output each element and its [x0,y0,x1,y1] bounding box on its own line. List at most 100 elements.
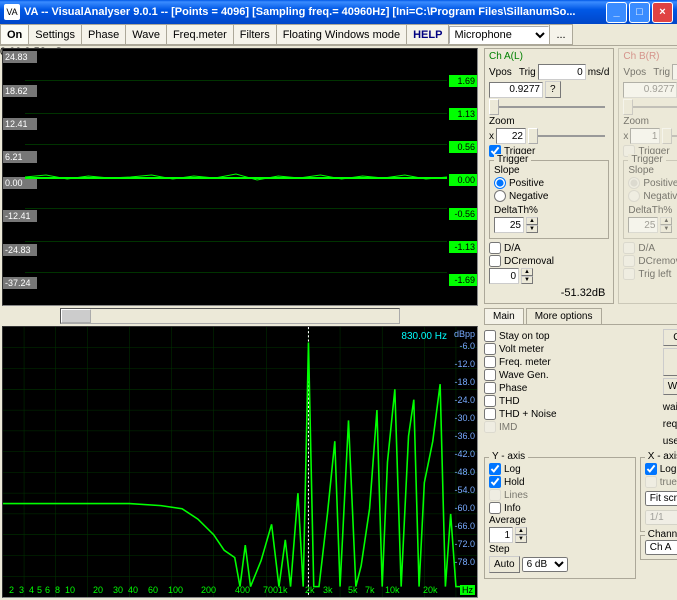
source-wrap: Microphone [448,24,550,45]
tabs: Main More options [484,308,677,325]
chb-msd [672,64,677,80]
spectrum-xlabel: 4 [29,585,34,595]
capture-spectrum-btn[interactable]: Capture spectrum [663,348,677,376]
close-button[interactable]: × [652,2,673,23]
cha-deltath-stepper[interactable]: ▲▼ [526,217,538,233]
cha-title: Ch A(L) [489,51,609,62]
titlebar: VA VA -- VisualAnalyser 9.0.1 -- [Points… [0,0,677,24]
filters-button[interactable]: Filters [233,24,277,45]
chb-db-readout: -inf dB [623,281,677,297]
spectrum-xlabel: 20 [93,585,103,595]
cha-msd[interactable] [538,64,586,80]
tab-more[interactable]: More options [526,308,602,324]
window-title: VA -- VisualAnalyser 9.0.1 -- [Points = … [24,6,604,18]
fitscreen-select[interactable]: Fit screen [645,491,677,506]
scope-ylabel-r: -0.56 [449,208,477,220]
scope-hscroll[interactable] [60,308,400,324]
oscilloscope: 24.83 18.62 12.41 6.21 0.00 -12.41 -24.8… [0,46,480,324]
on-button[interactable]: On [0,24,29,45]
cha-y-btn[interactable]: ? [545,81,561,98]
source-more-button[interactable]: ... [549,24,572,45]
floating-button[interactable]: Floating Windows mode [276,24,407,45]
spectrum-ylabel: -54.0 [451,485,475,495]
cha-negative[interactable] [494,190,506,202]
logx-chk[interactable] [645,463,657,475]
auto-btn[interactable]: Auto [489,556,520,573]
toolbar: On Settings Phase Wave Freq.meter Filter… [0,24,677,46]
stayontop-chk[interactable] [484,330,496,342]
scope-ylabel-r: 1.69 [449,75,477,87]
minimize-button[interactable]: _ [606,2,627,23]
cha-y[interactable] [489,82,543,98]
wave-button[interactable]: Wave [125,24,167,45]
cha-da[interactable] [489,242,501,254]
cha-trigger-group: Trigger Slope Positive Negative DeltaTh%… [489,160,609,239]
spectrum-ylabel: -48.0 [451,467,475,477]
cha-positive[interactable] [494,177,506,189]
source-select[interactable]: Microphone [449,26,549,44]
cha-zoom-slider[interactable] [528,128,609,144]
yaxis-group: Y - axis Log Hold Lines Info Average ▲▼ … [484,457,636,579]
info-chk[interactable] [489,502,501,514]
cha-slider[interactable] [489,99,609,115]
scope-ylabel-r: 1.13 [449,108,477,120]
thd-chk[interactable] [484,395,496,407]
channels-group: Channel(s) Ch A [640,535,677,560]
voltmeter-chk[interactable] [484,343,496,355]
freqmeter-button[interactable]: Freq.meter [166,24,234,45]
spectrum-xlabel: 3 [19,585,24,595]
spectrum-xlabel: 6 [45,585,50,595]
dbpp-label: dBpp [454,329,475,339]
xaxis-group: X - axis Log true X Fit screen 1/1 <> [640,457,677,532]
channel-a-panel: Ch A(L) Vpos Trig ms/d ? Zoom x Trigger … [484,48,614,304]
spectrum-xlabel: 40 [128,585,138,595]
spectrum-xlabel: 700 [263,585,278,595]
spectrum-ylabel: -6.0 [451,341,475,351]
spectrum-xlabel: 200 [201,585,216,595]
log-chk[interactable] [489,463,501,475]
spectrum-xlabel: 400 [235,585,250,595]
spectrum-xlabel: 8 [55,585,60,595]
spectrum-ylabel: -36.0 [451,431,475,441]
spectrum-xlabel: 100 [168,585,183,595]
help-button[interactable]: HELP [406,24,449,45]
thdnoise-chk[interactable] [484,408,496,420]
spectrum-xlabel: 10k [385,585,400,595]
spectrum-xlabel: 5 [37,585,42,595]
spectrum-ylabel: -12.0 [451,359,475,369]
cha-deltath[interactable] [494,217,524,233]
spectrum-xlabel: 5k [348,585,358,595]
spectrum-ylabel: -24.0 [451,395,475,405]
step-select[interactable]: 6 dB [522,557,568,572]
spectrum-xlabel: 10 [65,585,75,595]
cha-db-readout: -51.32dB [489,285,609,301]
phase-chk[interactable] [484,382,496,394]
spectrum-ylabel: -30.0 [451,413,475,423]
spectrum-xlabel: 1k [278,585,288,595]
maximize-button[interactable]: □ [629,2,650,23]
tab-main[interactable]: Main [484,308,524,324]
spectrum-ylabel: -18.0 [451,377,475,387]
spectrum-xlabel: 2k [305,585,315,595]
spectrum-ylabel: -42.0 [451,449,475,459]
chb-y [623,82,677,98]
average-field[interactable] [489,527,513,543]
spectrum-xlabel: 3k [323,585,333,595]
phase-button[interactable]: Phase [81,24,126,45]
hold-chk[interactable] [489,476,501,488]
cha-zoom[interactable] [496,128,526,144]
spectrum-xlabel: 7k [365,585,375,595]
spectrum-xlabel: 20k [423,585,438,595]
spectrum-ylabel: -72.0 [451,539,475,549]
chb-zoom [630,128,660,144]
capture-scope-btn[interactable]: Capture scope [663,329,677,346]
spectrum-xlabel: 60 [148,585,158,595]
spectrum-ylabel: -78.0 [451,557,475,567]
settings-button[interactable]: Settings [28,24,82,45]
waveon-btn[interactable]: WaveOn [663,378,677,395]
cha-volt[interactable] [489,268,519,284]
channel-select[interactable]: Ch A [645,540,677,555]
freqmeter-chk[interactable] [484,356,496,368]
cha-dcrem[interactable] [489,255,501,267]
wavegen-chk[interactable] [484,369,496,381]
